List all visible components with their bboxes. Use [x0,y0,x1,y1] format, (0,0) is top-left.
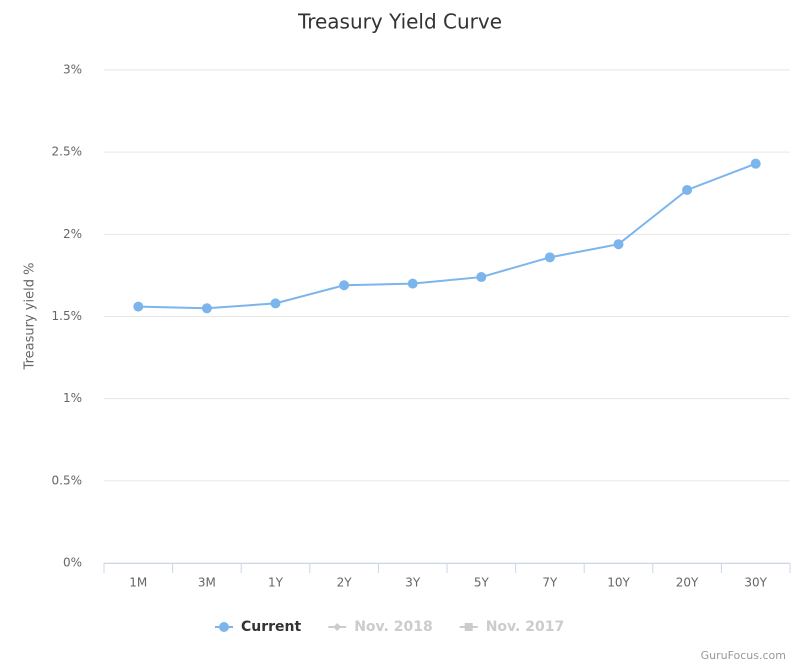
legend-marker [219,622,229,632]
data-point [133,301,144,312]
x-tick-label: 3Y [405,576,421,590]
x-tick-label: 1Y [268,576,284,590]
y-tick-label: 3% [63,63,82,77]
legend-label: Nov. 2018 [354,619,432,635]
data-point [544,252,555,263]
data-point [339,280,350,291]
series-line [138,162,757,310]
credit: GuruFocus.com [701,649,786,662]
data-point [682,184,693,195]
x-tick-label: 3M [198,576,216,590]
data-point [750,158,761,169]
y-axis-title: Treasury yield % [23,263,38,371]
data-point [407,278,418,289]
x-tick-label: 20Y [676,576,699,590]
data-point [476,272,487,283]
x-tick-label: 5Y [474,576,490,590]
x-tick-label: 10Y [607,576,630,590]
x-tick-label: 2Y [337,576,353,590]
legend-marker [333,623,342,631]
legend-label: Nov. 2017 [486,619,564,635]
y-tick-label: 0.5% [52,473,83,487]
x-tick-label: 30Y [744,576,767,590]
x-tick-label: 1M [129,576,147,590]
x-tick-label: 7Y [542,576,558,590]
data-point [613,239,624,250]
data-point [270,298,281,309]
legend-marker [464,623,473,631]
data-point [201,303,212,314]
y-tick-label: 2.5% [52,145,83,159]
y-tick-label: 1% [63,391,82,405]
chart-title: Treasury Yield Curve [297,10,502,34]
y-tick-label: 0% [63,556,82,570]
y-tick-label: 2% [63,227,82,241]
y-tick-label: 1.5% [52,309,83,323]
legend-label: Current [241,619,302,635]
